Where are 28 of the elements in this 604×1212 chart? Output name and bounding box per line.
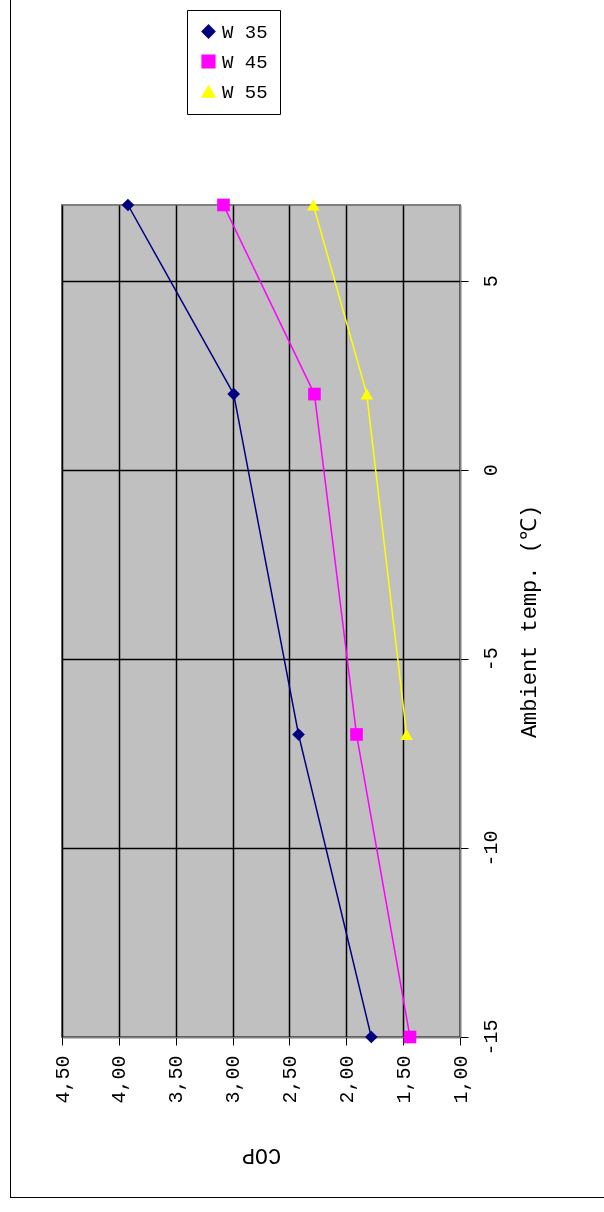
legend-label: W 35 <box>222 21 268 44</box>
x-tick-label: 4,00 <box>108 1055 132 1104</box>
y-tick-label: -15 <box>479 1019 503 1056</box>
point <box>360 388 374 400</box>
x-tick-label: 1,50 <box>392 1055 416 1104</box>
point <box>292 728 305 741</box>
x-tick-label: 2,00 <box>335 1055 359 1104</box>
x-tick-label: 3,50 <box>165 1055 189 1104</box>
point <box>350 728 363 741</box>
y-tick-label: 0 <box>479 464 503 477</box>
x-tick-label: 3,00 <box>222 1055 246 1104</box>
legend-label: W 55 <box>222 81 268 104</box>
y-tick-label: -10 <box>479 830 503 867</box>
x-axis-title: COP <box>241 1141 282 1167</box>
point <box>227 387 241 401</box>
y-tick-label: 5 <box>479 275 503 288</box>
point <box>121 198 135 212</box>
y-axis-title: Ambient temp. (℃) <box>517 504 543 739</box>
legend-label: W 45 <box>222 51 268 74</box>
point <box>400 728 413 740</box>
y-tick-label: -5 <box>479 647 503 672</box>
point <box>217 198 230 212</box>
x-tick-label: 2,50 <box>278 1055 302 1104</box>
point <box>364 1030 378 1044</box>
point <box>306 199 320 211</box>
x-tick-label: 4,50 <box>51 1055 75 1104</box>
point <box>308 387 321 401</box>
x-tick-label: 1,00 <box>449 1055 473 1104</box>
